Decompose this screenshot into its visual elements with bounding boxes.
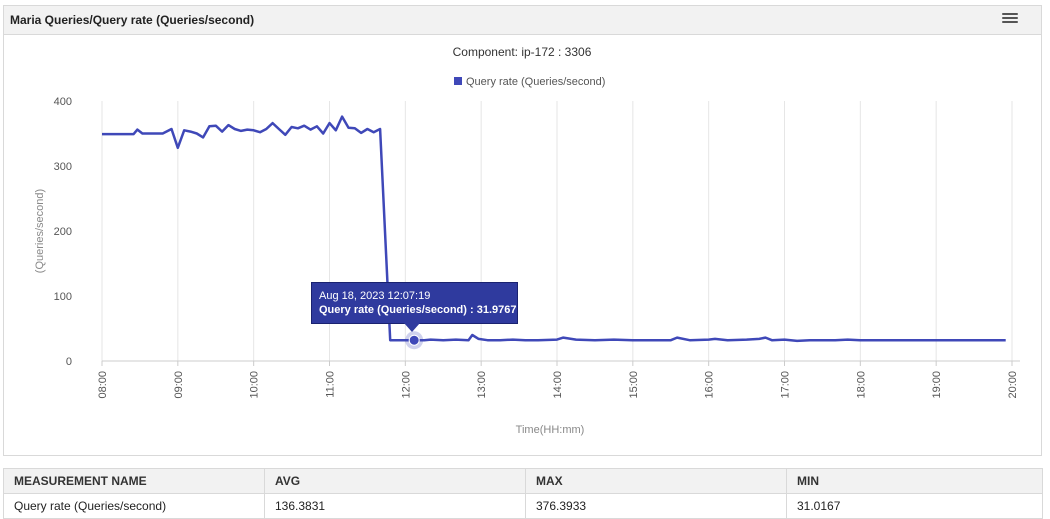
header-max: MAX [525,468,787,494]
summary-header-row: MEASUREMENT NAME AVG MAX MIN [3,468,1043,494]
x-tick-label: 15:00 [628,371,640,399]
cell-avg: 136.3831 [264,493,526,519]
x-tick-label: 14:00 [552,371,564,399]
y-tick-label: 0 [66,356,72,368]
tooltip-arrow [404,323,420,332]
header-avg: AVG [264,468,526,494]
query-rate-chart: Component: ip-172 : 3306 Query rate (Quer… [34,45,1020,436]
chart-panel: Maria Queries/Query rate (Queries/second… [3,5,1042,456]
x-tick-label: 18:00 [855,371,867,399]
summary-table: MEASUREMENT NAME AVG MAX MIN Query rate … [3,468,1043,519]
chart-title: Component: ip-172 : 3306 [453,45,592,59]
cell-min: 31.0167 [786,493,1043,519]
x-tick-label: 10:00 [249,371,261,399]
cell-measurement-name: Query rate (Queries/second) [3,493,265,519]
header-min: MIN [786,468,1043,494]
y-tick-label: 400 [54,96,72,108]
x-tick-label: 08:00 [97,371,109,399]
tooltip-date: Aug 18, 2023 12:07:19 [319,290,431,302]
hamburger-menu-icon[interactable] [1002,11,1018,27]
x-tick-label: 09:00 [173,371,185,399]
x-tick-label: 16:00 [704,371,716,399]
chart-tooltip: Aug 18, 2023 12:07:19 Query rate (Querie… [311,282,518,324]
hover-point [408,334,420,346]
x-tick-label: 12:00 [400,371,412,399]
x-tick-label: 13:00 [476,371,488,399]
x-tick-label: 11:00 [325,371,337,398]
legend-label: Query rate (Queries/second) [466,76,605,88]
y-tick-label: 100 [54,291,72,303]
panel-title: Maria Queries/Query rate (Queries/second… [4,6,1041,35]
cell-max: 376.3933 [525,493,787,519]
table-row: Query rate (Queries/second) 136.3831 376… [3,493,1043,519]
y-axis-label: (Queries/second) [34,189,46,273]
x-tick-label: 19:00 [931,371,943,399]
y-tick-label: 200 [54,226,72,238]
legend-swatch [454,77,462,85]
x-tick-label: 17:00 [780,371,792,399]
tooltip-value: Query rate (Queries/second) : 31.9767 [319,304,517,316]
header-measurement-name: MEASUREMENT NAME [3,468,265,494]
chart-area: Component: ip-172 : 3306 Query rate (Quer… [4,35,1041,455]
series-line-query-rate [102,115,1006,343]
x-axis-label: Time(HH:mm) [516,424,585,436]
y-tick-label: 300 [54,161,72,173]
x-tick-label: 20:00 [1007,371,1019,399]
